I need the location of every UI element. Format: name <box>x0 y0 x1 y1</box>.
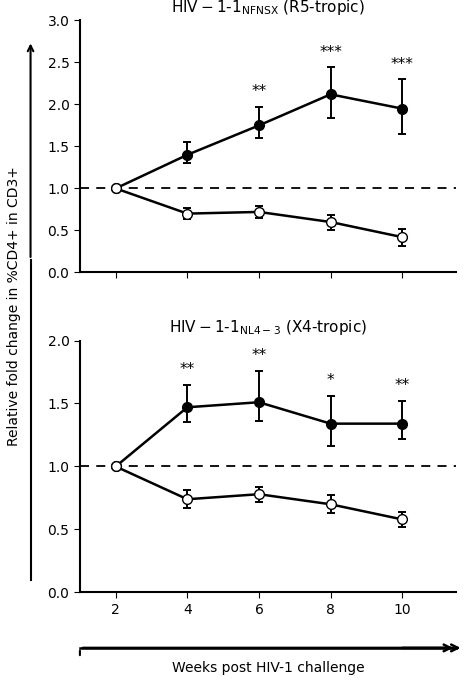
Text: **: ** <box>251 84 266 99</box>
Text: **: ** <box>251 348 266 363</box>
Title: $\mathrm{HIV-1}$-1$_{\mathrm{NFNSX}}$ (R5-tropic): $\mathrm{HIV-1}$-1$_{\mathrm{NFNSX}}$ (R… <box>171 0 365 17</box>
Text: Weeks post HIV-1 challenge: Weeks post HIV-1 challenge <box>172 661 364 674</box>
Text: ***: *** <box>319 45 342 60</box>
Text: **: ** <box>394 379 410 394</box>
Title: $\mathrm{HIV-1}$-1$_{\mathrm{NL4-3}}$ (X4-tropic): $\mathrm{HIV-1}$-1$_{\mathrm{NL4-3}}$ (X… <box>169 318 367 337</box>
Text: *: * <box>327 373 334 388</box>
Text: Relative fold change in %CD4+ in CD3+: Relative fold change in %CD4+ in CD3+ <box>7 167 21 446</box>
Text: ***: *** <box>391 57 414 72</box>
Text: **: ** <box>180 362 195 377</box>
